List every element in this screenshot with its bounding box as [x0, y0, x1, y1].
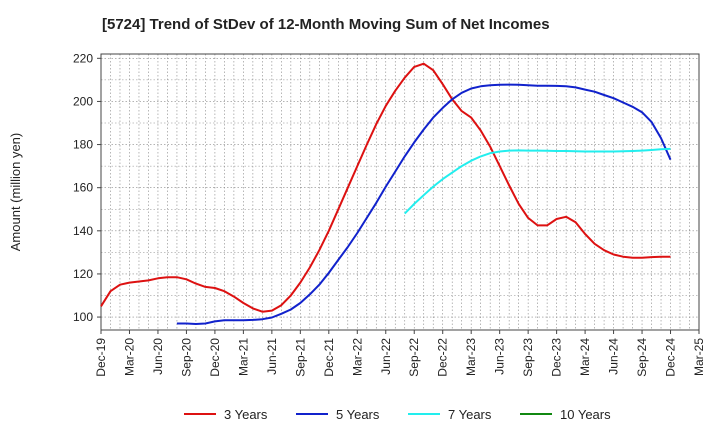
legend-label: 5 Years — [336, 407, 380, 422]
x-tick-label: Jun-23 — [493, 338, 507, 375]
legend: 3 Years 5 Years 7 Years 10 Years — [184, 407, 611, 422]
grid-lines — [101, 54, 699, 330]
x-tick-label: Sep-22 — [407, 338, 421, 377]
y-tick-label: 200 — [73, 94, 93, 108]
x-tick-label: Sep-20 — [179, 338, 193, 377]
y-tick-label: 220 — [73, 51, 93, 65]
y-tick-label: 120 — [73, 267, 93, 281]
x-tick-label: Mar-25 — [692, 338, 706, 376]
y-tick-label: 140 — [73, 224, 93, 238]
x-tick-label: Sep-21 — [293, 338, 307, 377]
series-line-3-years — [100, 62, 671, 313]
x-tick-label: Dec-22 — [436, 338, 450, 377]
x-tick-label: Dec-21 — [322, 338, 336, 377]
x-tick-label: Mar-21 — [236, 338, 250, 376]
y-tick-label: 160 — [73, 181, 93, 195]
x-tick-label: Mar-22 — [350, 338, 364, 376]
x-tick-label: Mar-24 — [578, 338, 592, 376]
y-axis-title: Amount (million yen) — [8, 133, 23, 252]
x-tick-label: Jun-24 — [607, 338, 621, 375]
x-tick-label: Dec-20 — [208, 338, 222, 377]
series-lines — [100, 62, 672, 325]
x-tick-label: Sep-23 — [521, 338, 535, 377]
x-tick-label: Jun-20 — [151, 338, 165, 375]
legend-label: 10 Years — [560, 407, 611, 422]
y-tick-label: 180 — [73, 138, 93, 152]
chart-title: [5724] Trend of StDev of 12-Month Moving… — [102, 16, 550, 33]
x-tick-label: Jun-21 — [265, 338, 279, 375]
y-tick-label: 100 — [73, 310, 93, 324]
legend-label: 7 Years — [448, 407, 492, 422]
series-line-7-years — [403, 147, 671, 215]
x-tick-label: Dec-23 — [550, 338, 564, 377]
series-line-5-years — [176, 83, 672, 325]
plot-frame — [100, 53, 700, 331]
x-tick-label: Dec-24 — [664, 338, 678, 377]
legend-label: 3 Years — [224, 407, 268, 422]
x-tick-label: Dec-19 — [94, 338, 108, 377]
axis-ticks: 100 120 140 160 180 200 220 Dec-19 Mar-20 Jun-20 S… — [73, 51, 706, 376]
x-tick-label: Sep-24 — [635, 338, 649, 377]
x-tick-label: Mar-23 — [464, 338, 478, 376]
x-tick-label: Mar-20 — [122, 338, 136, 376]
x-tick-label: Jun-22 — [379, 338, 393, 375]
